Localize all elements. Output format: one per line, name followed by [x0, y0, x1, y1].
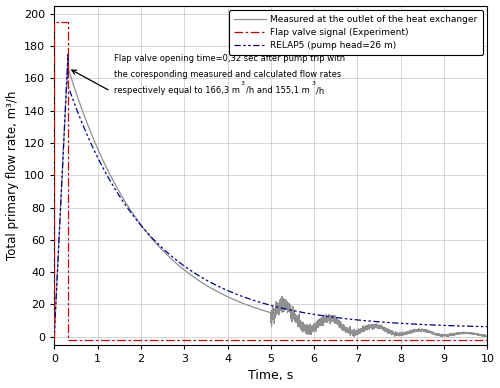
Text: respectively equal to 166,3 m: respectively equal to 166,3 m: [114, 87, 240, 95]
X-axis label: Time, s: Time, s: [248, 369, 294, 383]
Text: /h and 155,1 m: /h and 155,1 m: [246, 87, 310, 95]
Text: Flap valve opening time=0,32 sec after pump trip with: Flap valve opening time=0,32 sec after p…: [114, 54, 345, 63]
Text: the coresponding measured and calculated flow rates: the coresponding measured and calculated…: [114, 70, 342, 79]
Text: /h: /h: [316, 87, 324, 95]
Legend: Measured at the outlet of the heat exchanger, Flap valve signal (Experiment), RE: Measured at the outlet of the heat excha…: [228, 10, 483, 55]
Y-axis label: Total primary flow rate, m³/h: Total primary flow rate, m³/h: [6, 90, 18, 260]
Text: 3: 3: [311, 81, 315, 87]
Text: 3: 3: [240, 81, 244, 87]
